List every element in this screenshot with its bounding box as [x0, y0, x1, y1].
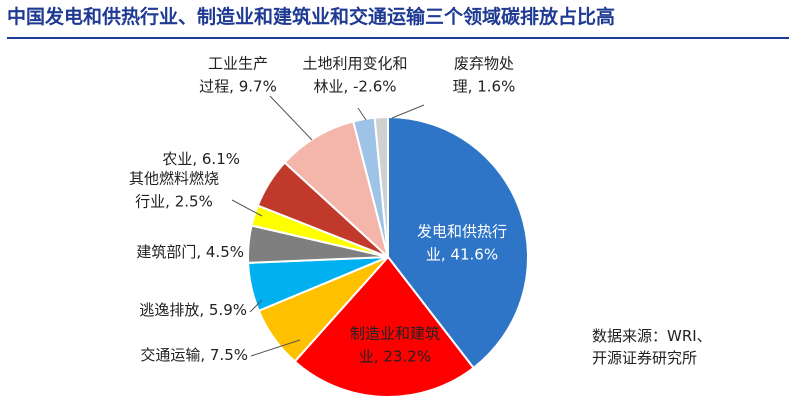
pie-slice: [293, 255, 475, 398]
slice-label-line: 农业, 6.1%: [162, 150, 240, 168]
chart-title: 中国发电和供热行业、制造业和建筑业和交通运输三个领域碳排放占比高: [7, 6, 616, 28]
slice-label-line: 发电和供热行: [417, 223, 507, 241]
source-line-2: 开源证券研究所: [592, 349, 698, 367]
slice-label-line: 行业, 2.5%: [135, 193, 213, 211]
label-leader-line: [357, 107, 367, 121]
slice-label: 逃逸排放, 5.9%: [139, 301, 247, 319]
slice-label-line: 工业生产: [208, 55, 268, 73]
label-leader-line: [231, 199, 263, 217]
data-source-note: 数据来源：WRI、 开源证券研究所: [592, 325, 782, 369]
label-leader-line: [269, 95, 313, 141]
slice-label: 工业生产过程, 9.7%: [199, 55, 277, 96]
title-underline: [7, 37, 789, 39]
slice-label: 交通运输, 7.5%: [140, 346, 248, 364]
slice-label-line: 林业, -2.6%: [313, 78, 396, 96]
slice-label: 土地利用变化和林业, -2.6%: [302, 55, 407, 96]
slice-label: 制造业和建筑业, 23.2%: [350, 325, 440, 366]
slice-label: 废弃物处理, 1.6%: [453, 55, 516, 96]
slice-label: 其他燃料燃烧行业, 2.5%: [129, 170, 219, 211]
slice-label-line: 过程, 9.7%: [199, 78, 277, 96]
label-leader-line: [250, 339, 301, 357]
slice-label-line: 建筑部门, 4.5%: [136, 243, 244, 261]
slice-label-line: 其他燃料燃烧: [129, 170, 219, 188]
pie-slice: [283, 120, 390, 261]
slice-label-line: 土地利用变化和: [302, 55, 407, 73]
slice-label: 农业, 6.1%: [162, 150, 240, 168]
pie-slice: [373, 115, 389, 258]
label-leader-line: [249, 299, 263, 313]
slice-label-line: 交通运输, 7.5%: [140, 346, 248, 364]
slice-label: 发电和供热行业, 41.6%: [417, 223, 507, 264]
source-line-1: 数据来源：WRI、: [592, 327, 712, 345]
slice-label-line: 业, 41.6%: [426, 246, 498, 264]
pie-slice: [387, 115, 529, 370]
slice-label: 建筑部门, 4.5%: [136, 243, 244, 261]
slice-label-line: 废弃物处: [454, 55, 514, 73]
slice-label-line: 理, 1.6%: [453, 78, 516, 96]
slice-label-line: 逃逸排放, 5.9%: [139, 301, 247, 319]
slice-label-line: 业, 23.2%: [359, 348, 431, 366]
slice-label-line: 制造业和建筑: [350, 325, 440, 343]
label-leader-line: [391, 104, 425, 119]
